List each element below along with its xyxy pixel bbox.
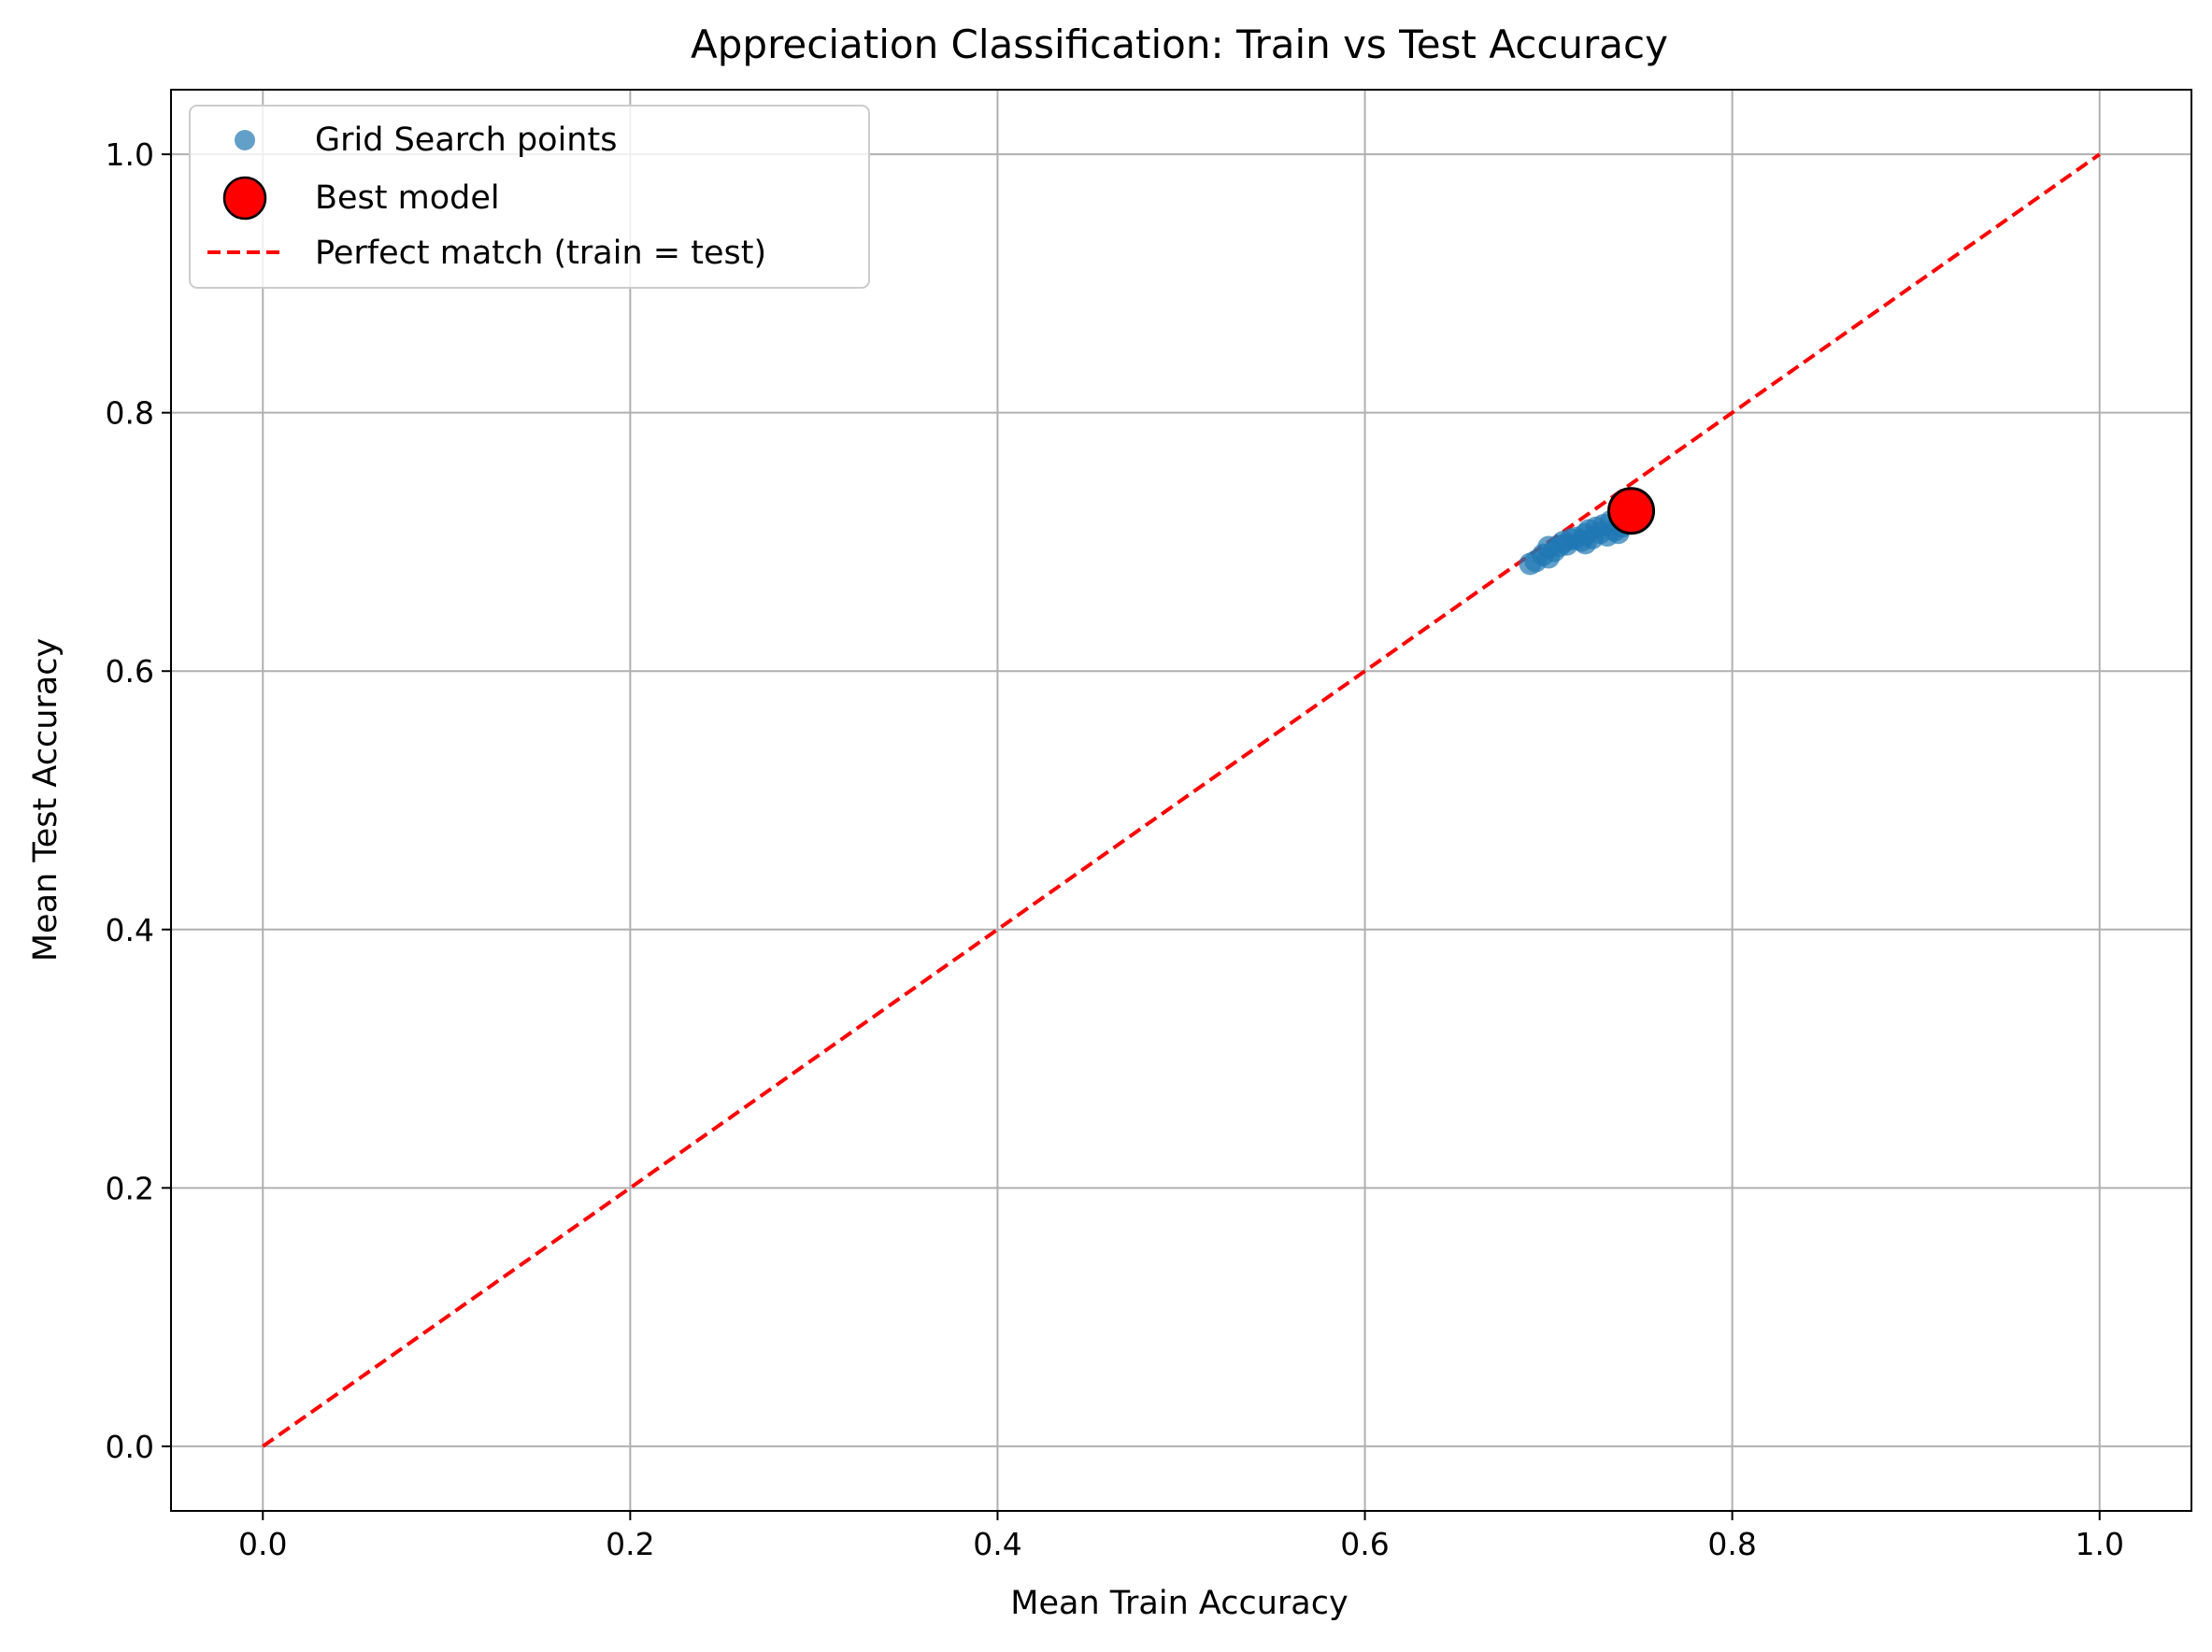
legend: Grid Search points Best model Perfect ma… (189, 105, 870, 289)
plot-frame (170, 89, 2192, 1512)
chart-title: Appreciation Classification: Train vs Te… (691, 21, 1668, 67)
legend-label-grid-points: Grid Search points (315, 121, 617, 159)
x-tick-label: 1.0 (2075, 1526, 2123, 1562)
x-tick-label: 0.4 (973, 1526, 1021, 1562)
legend-label-reference-line: Perfect match (train = test) (315, 235, 766, 272)
y-tick-label: 0.0 (106, 1429, 154, 1465)
legend-box (189, 105, 870, 289)
y-tick-label: 0.6 (106, 653, 154, 690)
legend-marker-best-model (222, 176, 267, 221)
x-axis-label: Mean Train Accuracy (1010, 1585, 1348, 1622)
y-tick-label: 1.0 (106, 136, 154, 173)
y-tick-label: 0.2 (106, 1170, 154, 1206)
reference-line-layer (262, 152, 2101, 1448)
legend-marker-grid-points (235, 130, 255, 150)
x-tick-label: 0.8 (1707, 1526, 1756, 1562)
y-tick-label: 0.8 (106, 395, 154, 432)
axis-ticks: 0.0 0.2 0.4 0.6 0.8 1.0 0.0 0.2 0.4 0.6 0.8 1.0 (106, 136, 2124, 1562)
best-model-layer (1607, 487, 1656, 535)
x-tick-label: 0.0 (238, 1526, 287, 1562)
reference-line (262, 152, 2101, 1448)
best-model-point (1607, 487, 1656, 535)
legend-label-best-model: Best model (315, 179, 500, 217)
y-axis-label: Mean Test Accuracy (27, 638, 64, 961)
x-tick-label: 0.6 (1340, 1526, 1389, 1562)
x-tick-label: 0.2 (606, 1526, 654, 1562)
y-tick-label: 0.4 (106, 912, 154, 948)
